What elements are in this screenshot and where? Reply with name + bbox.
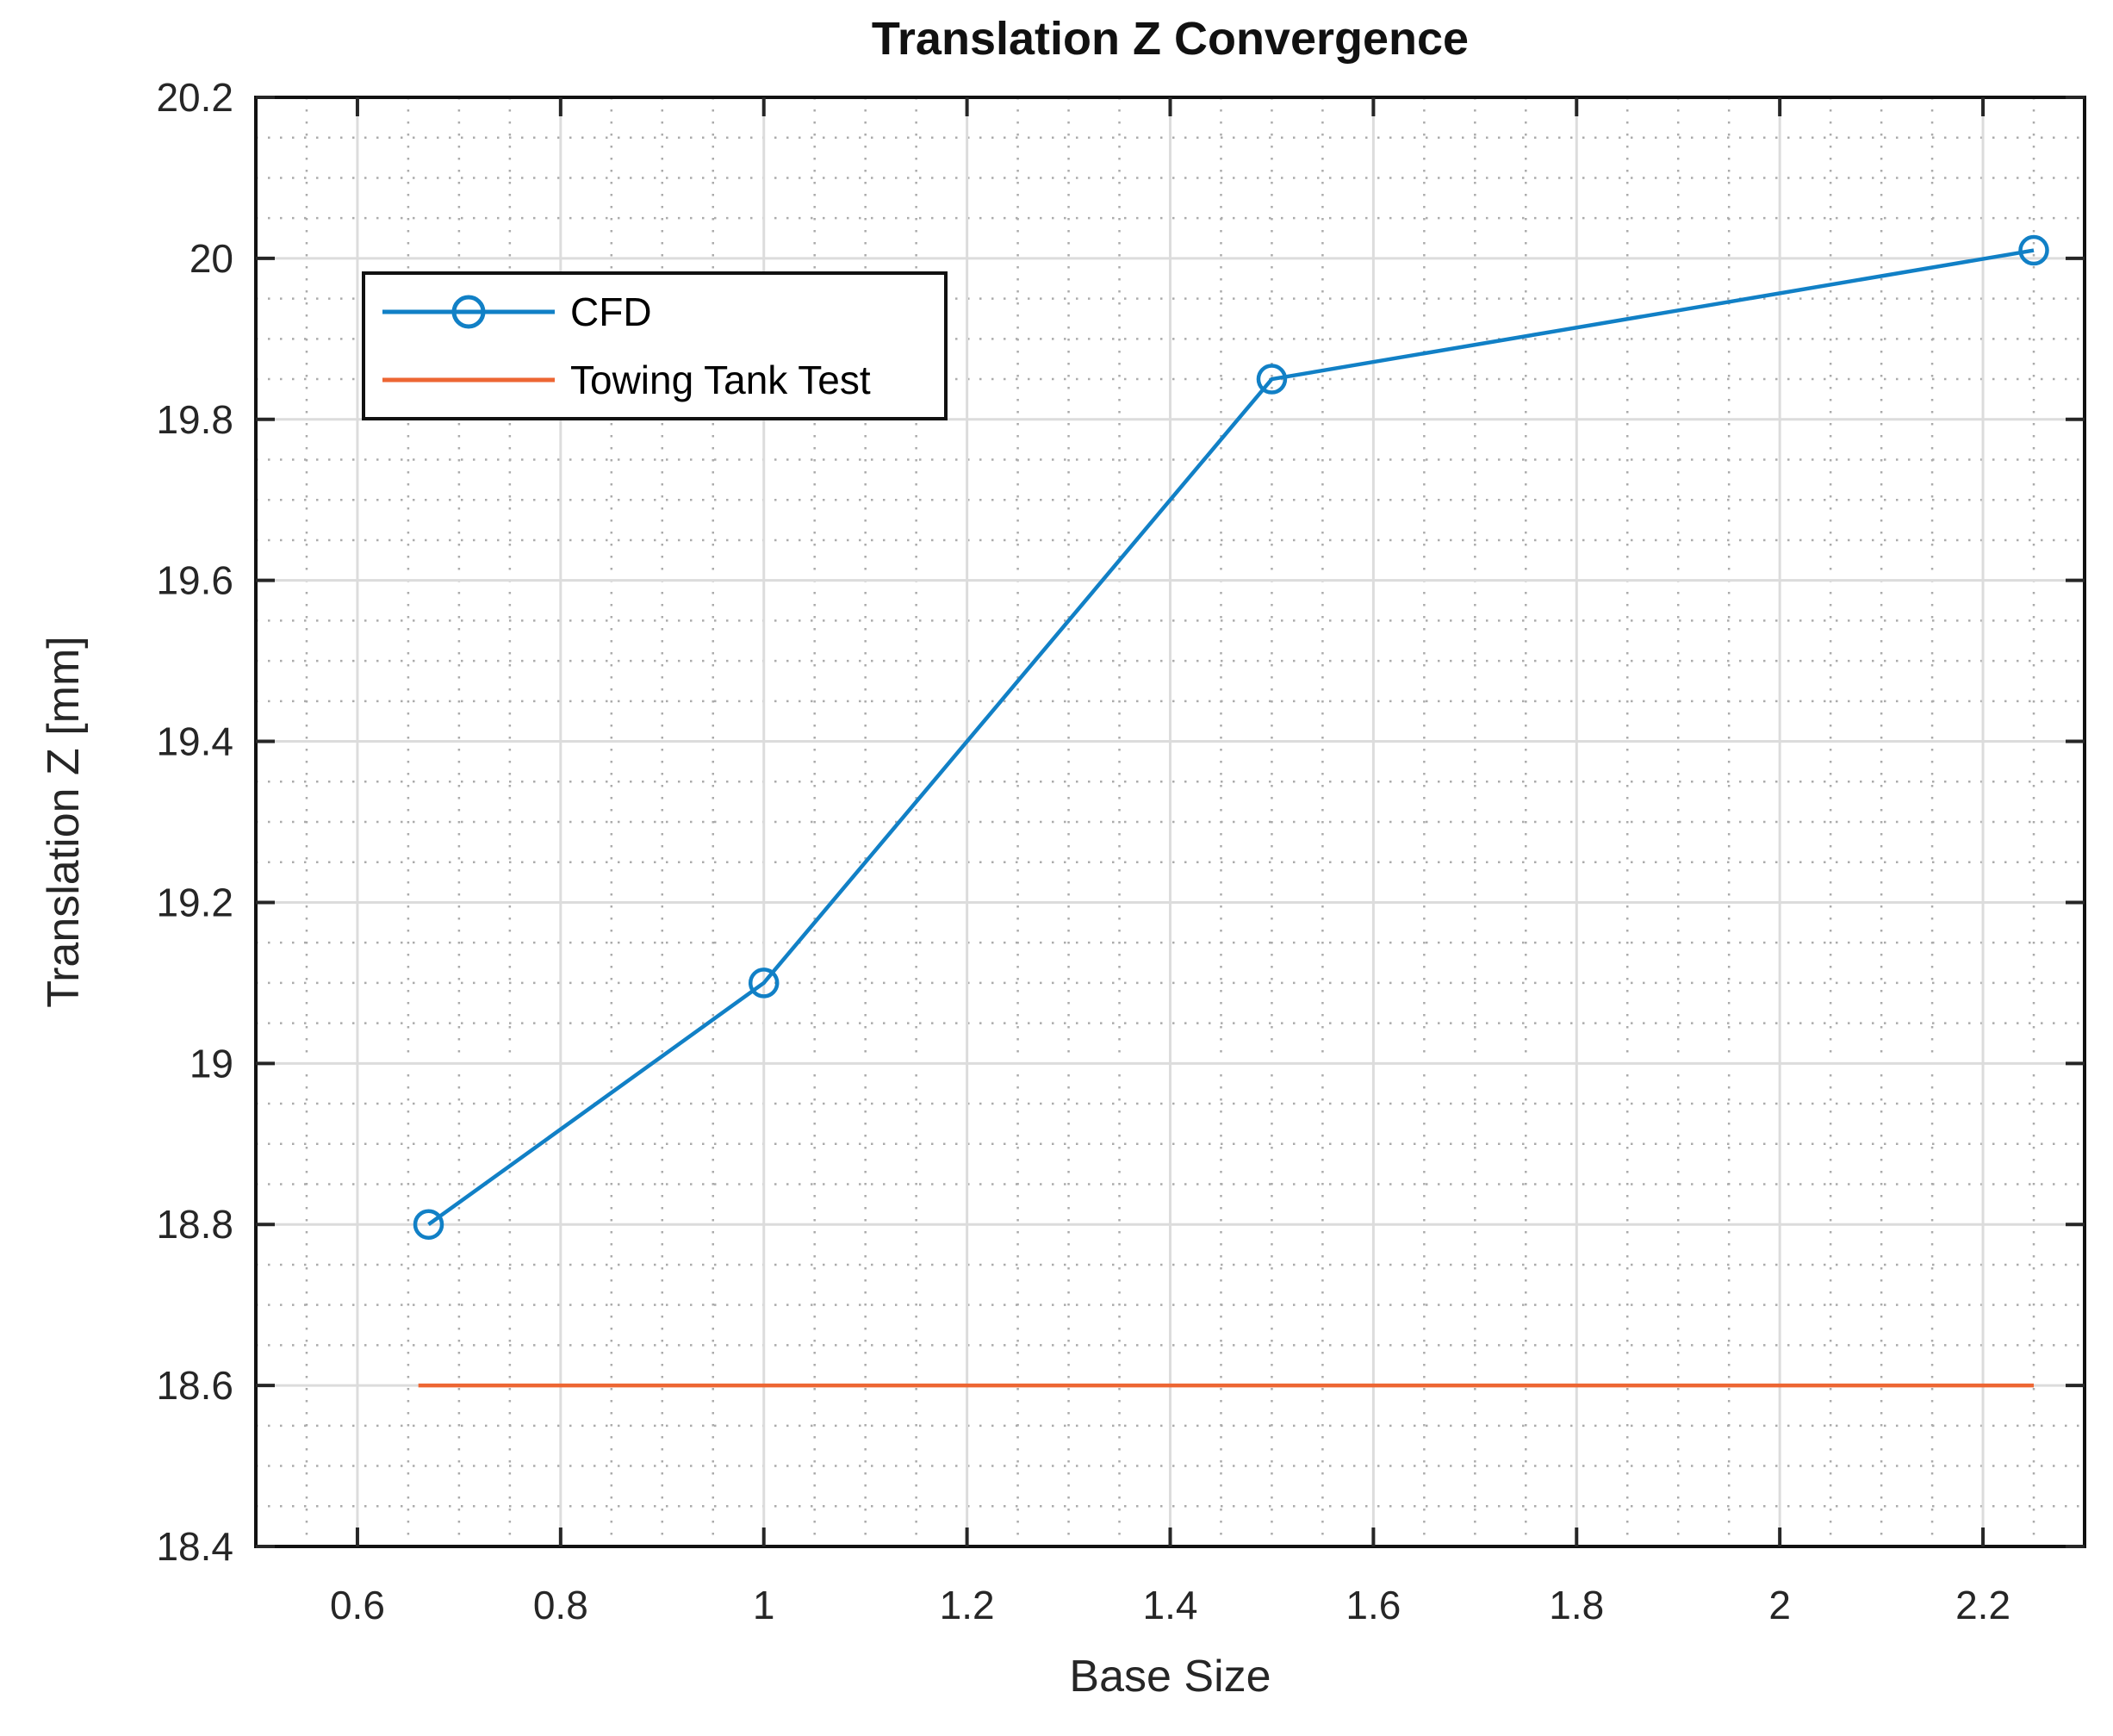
x-tick-label: 1 [753, 1583, 775, 1627]
y-tick-label: 19.8 [156, 397, 233, 442]
x-tick-label: 1.6 [1345, 1583, 1401, 1627]
x-tick-label: 1.8 [1549, 1583, 1604, 1627]
data-point-marker [1256, 364, 1288, 395]
series-line-cfd [427, 248, 2035, 1227]
legend-label-cfd: CFD [570, 289, 652, 335]
x-tick-label: 2 [1768, 1583, 1791, 1627]
cfd-line-marker-swatch [382, 295, 555, 329]
data-point-marker [2018, 234, 2049, 266]
y-tick-label: 19.2 [156, 880, 233, 924]
y-tick-label: 19 [190, 1041, 233, 1086]
y-tick-label: 19.6 [156, 558, 233, 603]
x-tick-label: 2.2 [1955, 1583, 2010, 1627]
x-tick-label: 1.2 [940, 1583, 995, 1627]
x-tick-label: 0.8 [533, 1583, 588, 1627]
data-point-marker [413, 1209, 444, 1240]
y-tick-label: 18.8 [156, 1202, 233, 1247]
legend-label-towing-tank-test: Towing Tank Test [570, 357, 871, 402]
y-tick-label: 18.4 [156, 1524, 233, 1569]
y-tick-label: 19.4 [156, 719, 233, 764]
chart-title: Translation Z Convergence [871, 13, 1470, 65]
y-tick-label: 20 [190, 236, 233, 281]
legend: CFD Towing Tank Test [362, 271, 948, 420]
x-axis-label: Base Size [1069, 1652, 1271, 1702]
x-tick-label: 0.6 [330, 1583, 385, 1627]
legend-item-cfd: CFD [365, 280, 944, 344]
data-point-marker [748, 968, 780, 999]
y-tick-label: 18.6 [156, 1363, 233, 1408]
y-tick-label: 20.2 [156, 75, 233, 120]
x-tick-label: 1.4 [1143, 1583, 1198, 1627]
towing-tank-line-swatch [382, 377, 555, 383]
legend-item-towing-tank-test: Towing Tank Test [365, 348, 944, 412]
